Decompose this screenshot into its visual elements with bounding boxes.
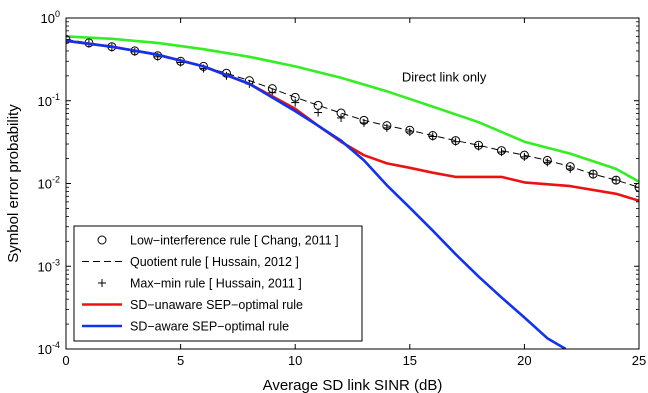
x-tick-label: 0 bbox=[62, 353, 69, 368]
y-tick-label: 10-4 bbox=[38, 340, 60, 357]
series-line bbox=[66, 35, 639, 183]
series-1 bbox=[66, 34, 639, 192]
legend-item: SD−unaware SEP−optimal rule bbox=[82, 298, 303, 312]
series-line bbox=[66, 39, 567, 349]
data-point-plus bbox=[612, 176, 621, 185]
data-point-plus bbox=[314, 108, 323, 117]
data-point-plus bbox=[520, 152, 529, 161]
data-point-plus bbox=[428, 132, 437, 141]
x-axis-label: Average SD link SINR (dB) bbox=[263, 377, 443, 393]
legend-item: Quotient rule [ Hussain, 2012 ] bbox=[82, 255, 299, 269]
data-point-plus bbox=[291, 98, 300, 107]
series-line bbox=[66, 39, 639, 202]
data-point-plus bbox=[405, 127, 414, 136]
legend-item: SD−aware SEP−optimal rule bbox=[82, 320, 289, 334]
data-point-plus bbox=[451, 137, 460, 146]
data-point-plus bbox=[543, 158, 552, 167]
x-tick-label: 25 bbox=[632, 353, 646, 368]
legend-label: Quotient rule [ Hussain, 2012 ] bbox=[130, 255, 299, 269]
y-tick-label: 10-3 bbox=[38, 257, 60, 274]
data-point-plus bbox=[566, 164, 575, 173]
legend-item: Max−min rule [ Hussain, 2011 ] bbox=[98, 277, 302, 291]
data-point-plus bbox=[337, 113, 346, 122]
legend-label: SD−unaware SEP−optimal rule bbox=[130, 298, 303, 312]
series-layer bbox=[66, 34, 639, 349]
x-tick-label: 5 bbox=[177, 353, 184, 368]
data-point-plus bbox=[382, 123, 391, 132]
series-0 bbox=[66, 35, 639, 183]
x-tick-label: 10 bbox=[288, 353, 302, 368]
axis-tick-labels: 0 5 10 15 20 25 10-4 10-3 10-2 10-1 100 bbox=[38, 9, 647, 368]
legend-box bbox=[73, 225, 363, 342]
legend-item: Low−interference rule [ Chang, 2011 ] bbox=[97, 234, 339, 248]
legend-items: Low−interference rule [ Chang, 2011 ] Quo… bbox=[82, 234, 339, 334]
legend-swatch bbox=[97, 235, 107, 245]
series-2 bbox=[66, 39, 639, 188]
x-tick-label: 15 bbox=[403, 353, 417, 368]
data-point-circle bbox=[313, 100, 323, 110]
data-point-plus bbox=[474, 142, 483, 151]
legend-swatch bbox=[98, 279, 106, 287]
data-point-plus bbox=[66, 35, 70, 44]
series-line bbox=[66, 39, 639, 188]
axis-ticks bbox=[65, 17, 640, 350]
series-clip-group bbox=[66, 34, 639, 349]
data-point-plus bbox=[359, 118, 368, 127]
legend: Low−interference rule [ Chang, 2011 ] Quo… bbox=[73, 225, 363, 342]
y-tick-label: 10-2 bbox=[38, 175, 60, 192]
annotation-direct-link-only: Direct link only bbox=[402, 70, 487, 85]
y-tick-label: 10-1 bbox=[38, 92, 60, 109]
data-point-plus bbox=[497, 148, 506, 157]
legend-label: Max−min rule [ Hussain, 2011 ] bbox=[130, 277, 302, 291]
y-tick-label: 100 bbox=[41, 9, 60, 26]
y-axis-label: Symbol error probability bbox=[5, 104, 22, 263]
legend-label: Low−interference rule [ Chang, 2011 ] bbox=[130, 234, 339, 248]
x-tick-label: 20 bbox=[517, 353, 531, 368]
data-point-plus bbox=[589, 170, 598, 179]
series-3 bbox=[66, 35, 639, 192]
series-4 bbox=[66, 39, 639, 202]
legend-label: SD−aware SEP−optimal rule bbox=[130, 320, 289, 334]
series-5 bbox=[66, 39, 567, 349]
